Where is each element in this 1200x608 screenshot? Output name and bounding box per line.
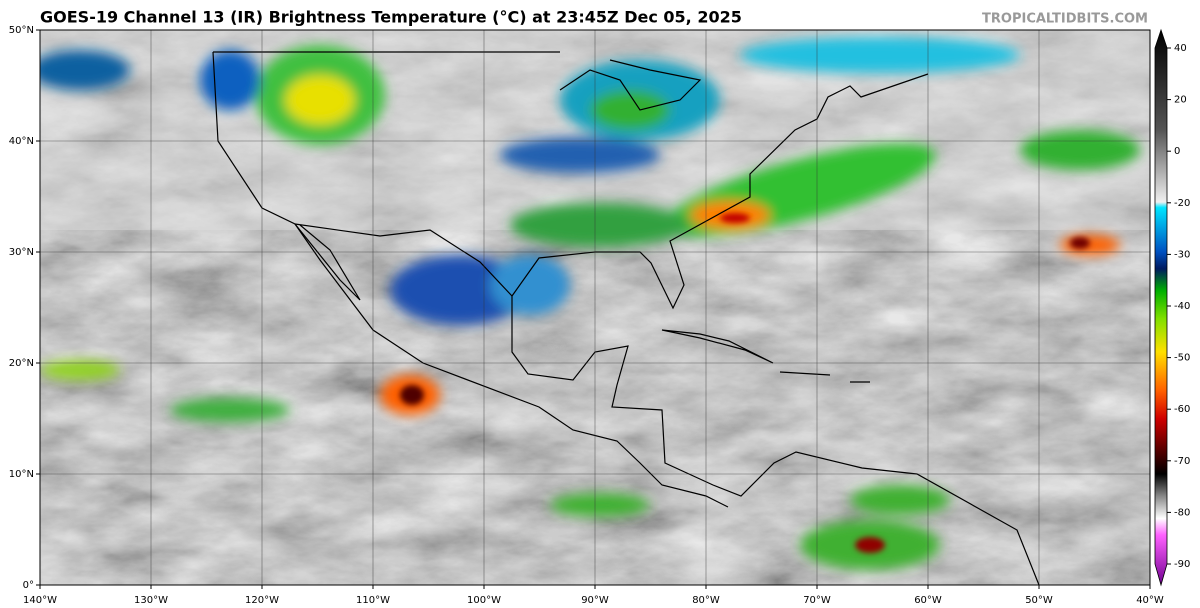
x-tick-label: 110°W xyxy=(356,595,390,606)
map-frame xyxy=(39,29,1151,586)
y-tick-label: 10°N xyxy=(9,469,34,480)
y-tick-label: 40°N xyxy=(9,136,34,147)
x-tick-label: 140°W xyxy=(23,595,57,606)
x-tick-label: 90°W xyxy=(581,595,609,606)
coastline xyxy=(212,51,729,508)
x-tick-label: 50°W xyxy=(1025,595,1053,606)
colorbar-ticks: 40 20 0 -20 -30 -40 -50 -60 -70 -80 -90 xyxy=(1167,43,1190,570)
title: GOES-19 Channel 13 (IR) Brightness Tempe… xyxy=(40,8,742,27)
colorbar-label: -90 xyxy=(1174,559,1190,570)
y-tick-label: 0° xyxy=(23,580,34,591)
y-tick-label: 30°N xyxy=(9,247,34,258)
colorbar-label: -50 xyxy=(1174,353,1190,364)
coastline xyxy=(779,371,870,383)
colorbar-label: -70 xyxy=(1174,456,1190,467)
colorbar-label: 0 xyxy=(1174,146,1180,157)
coastline xyxy=(294,223,361,301)
coastline xyxy=(595,73,929,310)
watermark[interactable]: TROPICALTIDBITS.COM xyxy=(982,12,1148,27)
colorbar-label: -30 xyxy=(1174,249,1190,260)
colorbar xyxy=(1154,28,1168,587)
x-tick-label: 40°W xyxy=(1136,595,1164,606)
x-tick-label: 80°W xyxy=(692,595,720,606)
y-tick-label: 20°N xyxy=(9,358,34,369)
colorbar-label: -20 xyxy=(1174,198,1190,209)
x-tick-label: 130°W xyxy=(134,595,168,606)
border xyxy=(213,51,560,297)
coastline xyxy=(511,251,1040,585)
colorbar-label: 40 xyxy=(1174,43,1187,54)
x-tick-label: 70°W xyxy=(803,595,831,606)
colorbar-label: 20 xyxy=(1174,95,1187,106)
x-tick-label: 120°W xyxy=(245,595,279,606)
y-tick-label: 50°N xyxy=(9,25,34,36)
colorbar-label: -80 xyxy=(1174,507,1190,518)
colorbar-label: -60 xyxy=(1174,404,1190,415)
x-tick-label: 60°W xyxy=(914,595,942,606)
x-tick-label: 100°W xyxy=(467,595,501,606)
satellite-imagery xyxy=(40,30,1150,585)
colorbar-label: -40 xyxy=(1174,301,1190,312)
